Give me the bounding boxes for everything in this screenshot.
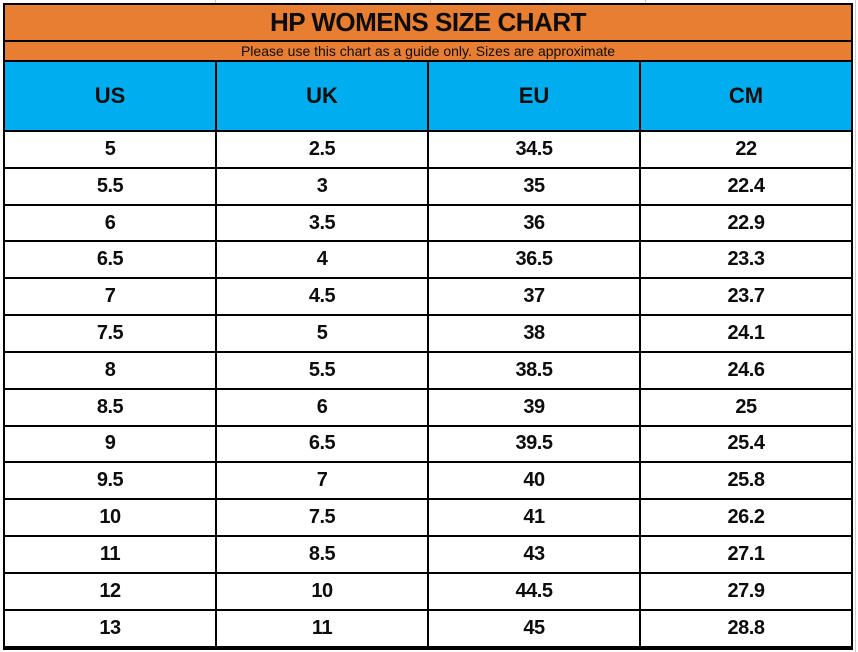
size-cell: 8.5 [3,387,217,427]
size-cell: 7.5 [215,498,429,537]
size-cell: 4.5 [215,277,429,317]
size-cell: 7 [3,277,217,317]
size-cell: 11 [215,608,429,650]
size-cell: 6.5 [3,240,217,280]
size-cell: 4 [215,240,429,280]
size-cell: 27.9 [639,571,853,611]
size-cell: 25 [639,387,853,427]
size-chart-table: HP WOMENS SIZE CHART Please use this cha… [3,3,853,650]
table-row: 11 8.5 43 27.1 [3,534,853,574]
size-cell: 44.5 [427,571,641,611]
size-cell: 39.5 [427,424,641,464]
table-body: HP WOMENS SIZE CHART Please use this cha… [3,3,853,650]
margin-gridline-tick [645,0,646,3]
column-header-us: US [3,60,217,132]
size-cell: 9.5 [3,461,217,501]
size-cell: 34.5 [427,130,641,169]
size-cell: 5 [215,314,429,353]
size-cell: 38 [427,314,641,353]
size-cell: 45 [427,608,641,650]
table-row: 6 3.5 36 22.9 [3,203,853,243]
size-cell: 40 [427,461,641,501]
size-cell: 28.8 [639,608,853,650]
table-row: 8.5 6 39 25 [3,387,853,427]
table-row: 12 10 44.5 27.9 [3,571,853,611]
size-cell: 13 [3,608,217,650]
size-cell: 9 [3,424,217,464]
size-cell: 5.5 [3,166,217,206]
size-cell: 11 [3,534,217,574]
size-cell: 37 [427,277,641,317]
size-cell: 3.5 [215,203,429,243]
size-cell: 6 [215,387,429,427]
size-cell: 10 [3,498,217,537]
size-cell: 41 [427,498,641,537]
size-cell: 12 [3,571,217,611]
size-cell: 22.4 [639,166,853,206]
column-header-cm: CM [639,60,853,132]
size-cell: 39 [427,387,641,427]
size-cell: 36 [427,203,641,243]
size-cell: 27.1 [639,534,853,574]
table-row: 5 2.5 34.5 22 [3,130,853,169]
table-row: 7 4.5 37 23.7 [3,277,853,317]
table-row: 9 6.5 39.5 25.4 [3,424,853,464]
size-cell: 8.5 [215,534,429,574]
size-cell: 25.8 [639,461,853,501]
size-cell: 23.7 [639,277,853,317]
column-header-eu: EU [427,60,641,132]
size-cell: 6 [3,203,217,243]
size-cell: 6.5 [215,424,429,464]
margin-gridline [855,0,856,652]
size-cell: 23.3 [639,240,853,280]
table-row: 6.5 4 36.5 23.3 [3,240,853,280]
size-cell: 5.5 [215,350,429,390]
subtitle-row: Please use this chart as a guide only. S… [3,40,853,62]
table-row: 10 7.5 41 26.2 [3,498,853,537]
table-row: 8 5.5 38.5 24.6 [3,350,853,390]
header-row: US UK EU CM [3,60,853,132]
size-cell: 24.1 [639,314,853,353]
size-cell: 22.9 [639,203,853,243]
size-cell: 22 [639,130,853,169]
size-cell: 36.5 [427,240,641,280]
margin-gridline-tick [430,0,431,3]
table-row: 5.5 3 35 22.4 [3,166,853,206]
size-cell: 10 [215,571,429,611]
size-cell: 43 [427,534,641,574]
column-header-uk: UK [215,60,429,132]
title-row: HP WOMENS SIZE CHART [3,3,853,42]
chart-subtitle: Please use this chart as a guide only. S… [3,40,853,62]
size-cell: 8 [3,350,217,390]
size-cell: 26.2 [639,498,853,537]
size-cell: 7 [215,461,429,501]
size-cell: 38.5 [427,350,641,390]
table-row: 13 11 45 28.8 [3,608,853,650]
size-cell: 5 [3,130,217,169]
chart-title: HP WOMENS SIZE CHART [3,3,853,42]
size-cell: 25.4 [639,424,853,464]
size-cell: 3 [215,166,429,206]
size-cell: 24.6 [639,350,853,390]
size-cell: 35 [427,166,641,206]
table-row: 9.5 7 40 25.8 [3,461,853,501]
size-cell: 2.5 [215,130,429,169]
margin-gridline-tick [215,0,216,3]
table-row: 7.5 5 38 24.1 [3,314,853,353]
size-cell: 7.5 [3,314,217,353]
